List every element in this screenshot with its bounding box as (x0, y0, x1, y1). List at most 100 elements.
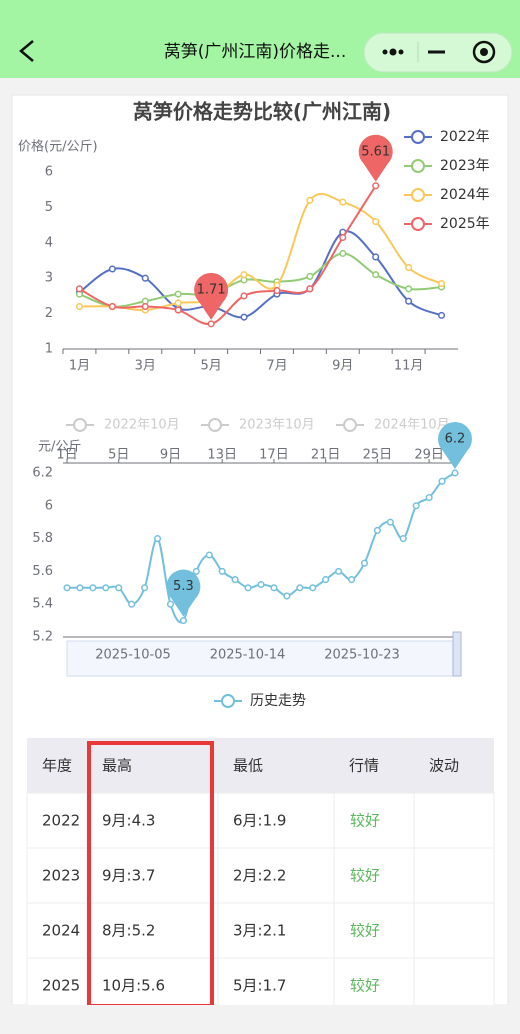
legend-label: 2022年10月 (104, 418, 180, 433)
data-point (75, 285, 84, 293)
data-point (360, 559, 369, 567)
inactive-legend: 2022年10月 2023年10月 2024年10月 (66, 418, 450, 433)
data-point (192, 567, 200, 575)
legend-label: 2025年 (440, 216, 490, 232)
zoom-slider (66, 640, 460, 677)
data-point (179, 617, 187, 625)
table-cell: 6月:1.9 (233, 812, 286, 830)
table-cell: 较好 (350, 977, 380, 995)
back-button[interactable] (19, 40, 34, 62)
legend-label: 历史走势 (250, 693, 306, 709)
data-point (306, 196, 314, 204)
y-tick-label: 6 (45, 165, 53, 180)
legend-icon (343, 418, 357, 432)
data-point (89, 584, 97, 592)
data-point (115, 584, 123, 592)
legend-icon (73, 418, 87, 432)
series-line (78, 185, 377, 326)
header-cell: 波动 (429, 757, 459, 775)
data-point (405, 297, 413, 305)
data-point (425, 494, 433, 502)
legend-label: 2022年 (440, 129, 490, 145)
table-cell: 较好 (350, 812, 380, 830)
x-tick-label: 3月 (135, 359, 156, 374)
close-button[interactable] (472, 40, 496, 64)
mark-pin (166, 569, 201, 617)
data-point (141, 274, 149, 282)
y-tick-label: 5 (45, 200, 53, 215)
data-point (108, 265, 116, 273)
table-cell: 10月:5.6 (102, 977, 165, 995)
y-tick-label: 3 (45, 271, 53, 286)
y-tick-label: 5.8 (32, 531, 53, 546)
data-point (372, 271, 380, 279)
data-point (141, 584, 149, 592)
y-tick-label: 5.6 (32, 564, 53, 579)
table-cell: 3月:2.1 (233, 922, 286, 940)
header-cell: 最低 (233, 757, 263, 775)
more-button[interactable] (382, 48, 404, 56)
data-point (399, 535, 407, 543)
x-tick-label: 1日 (56, 448, 77, 463)
y-axis-label: 元/公斤 (38, 440, 81, 455)
data-point (339, 249, 347, 257)
data-point (405, 264, 413, 272)
data-point (141, 302, 149, 311)
x-tick-label: 1月 (69, 359, 90, 374)
y-tick-label: 2 (45, 306, 53, 321)
data-point (102, 584, 110, 592)
y-tick-label: 6 (45, 498, 53, 513)
zoom-handle (452, 631, 462, 677)
data-point (283, 592, 291, 600)
data-point (240, 292, 248, 300)
table-header (27, 738, 494, 793)
data-point (306, 272, 314, 280)
x-tick-label: 29日 (414, 448, 444, 463)
table-cell: 2023 (42, 867, 80, 885)
legend-icon (411, 188, 425, 202)
data-point (128, 600, 136, 608)
header-cell: 最高 (102, 757, 132, 775)
y-tick-label: 4 (45, 235, 53, 250)
data-point (273, 287, 281, 295)
table-cell: 较好 (350, 922, 380, 940)
y-tick-label: 1 (45, 342, 53, 357)
table-cell: 9月:4.3 (102, 812, 155, 830)
table-cell: 9月:3.7 (102, 867, 155, 885)
x-tick-label: 9月 (332, 359, 353, 374)
x-tick-label: 5月 (200, 359, 221, 374)
data-point (309, 584, 317, 592)
legend-icon (208, 418, 222, 432)
y-tick-label: 6.2 (32, 466, 53, 481)
data-point (174, 290, 182, 298)
data-point (257, 580, 265, 589)
mark-label: 1.71 (197, 282, 226, 297)
legend-icon (221, 694, 235, 708)
x-tick-label: 7月 (266, 359, 287, 374)
table-cell: 较好 (350, 867, 380, 885)
zoom-label: 2025-10-05 (95, 648, 171, 663)
header-cell: 年度 (42, 757, 72, 775)
data-point (231, 576, 239, 584)
data-point (372, 218, 380, 226)
y-tick-label: 5.4 (32, 597, 53, 612)
data-point (296, 584, 304, 592)
data-point (405, 285, 413, 293)
data-point (347, 576, 356, 584)
data-point (207, 320, 215, 328)
legend-icon (411, 217, 425, 231)
mark-pin (437, 421, 472, 469)
x-tick-label: 17日 (259, 448, 289, 463)
data-point (322, 576, 330, 584)
data-point (412, 502, 420, 510)
data-point (205, 551, 213, 559)
data-point (174, 299, 182, 307)
data-point (166, 600, 175, 608)
legend-label: 2023年10月 (239, 418, 315, 433)
data-point (451, 469, 459, 477)
legend-label: 2024年 (440, 187, 490, 203)
data-point (335, 567, 343, 575)
data-point (63, 584, 71, 592)
